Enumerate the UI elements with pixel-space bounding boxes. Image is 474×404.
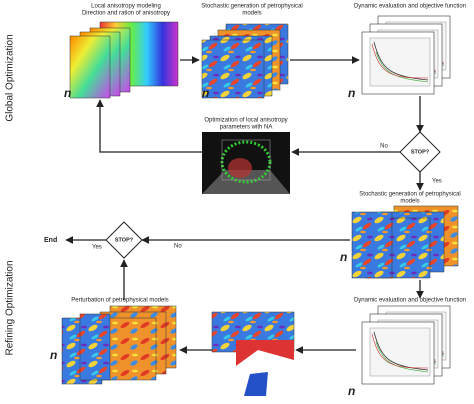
edge-label: Yes <box>432 179 442 185</box>
node-title: Stochastic generation of petrophysical <box>359 192 460 198</box>
node-title: models <box>242 11 261 17</box>
anisotropy-stack <box>69 21 179 99</box>
edge-label: No <box>174 244 182 250</box>
perturbation-image <box>211 311 295 396</box>
optimization-image <box>202 132 290 194</box>
edge-label: Yes <box>92 245 102 251</box>
stochastic-stack <box>201 23 289 99</box>
count: n <box>64 86 71 100</box>
side-label: Refining Optimization <box>5 260 16 355</box>
count: n <box>348 384 355 398</box>
side-label: Global Optimization <box>5 34 16 121</box>
node-title: models <box>400 199 419 205</box>
dynamic-stack <box>361 15 451 95</box>
decision-label: STOP? <box>115 237 134 243</box>
count: n <box>340 250 347 264</box>
end-label: End <box>44 237 57 244</box>
node-title: parameters with NA <box>220 125 273 131</box>
node-title: Perturbation of petrophysical models <box>71 298 168 304</box>
node-title: Dynamic evaluation and objective functio… <box>354 298 466 304</box>
decision <box>105 221 143 259</box>
perturbation-stack <box>61 305 177 385</box>
arrow <box>96 99 202 153</box>
node-subtitle: Direction and ration of anisotropy <box>82 11 170 17</box>
node-title: Optimization of local anisotropy <box>204 118 287 124</box>
count: n <box>202 86 209 100</box>
edge-label: No <box>380 144 388 150</box>
node-title: Stochastic generation of petrophysical <box>201 4 302 10</box>
stochastic-stack <box>351 205 459 279</box>
node-title: Local anisotropy modeling <box>91 4 161 10</box>
dynamic-stack <box>361 305 451 385</box>
decision-label: STOP? <box>411 149 430 155</box>
node-title: Dynamic evaluation and objective functio… <box>354 4 466 10</box>
count: n <box>348 86 355 100</box>
count: n <box>50 348 57 362</box>
